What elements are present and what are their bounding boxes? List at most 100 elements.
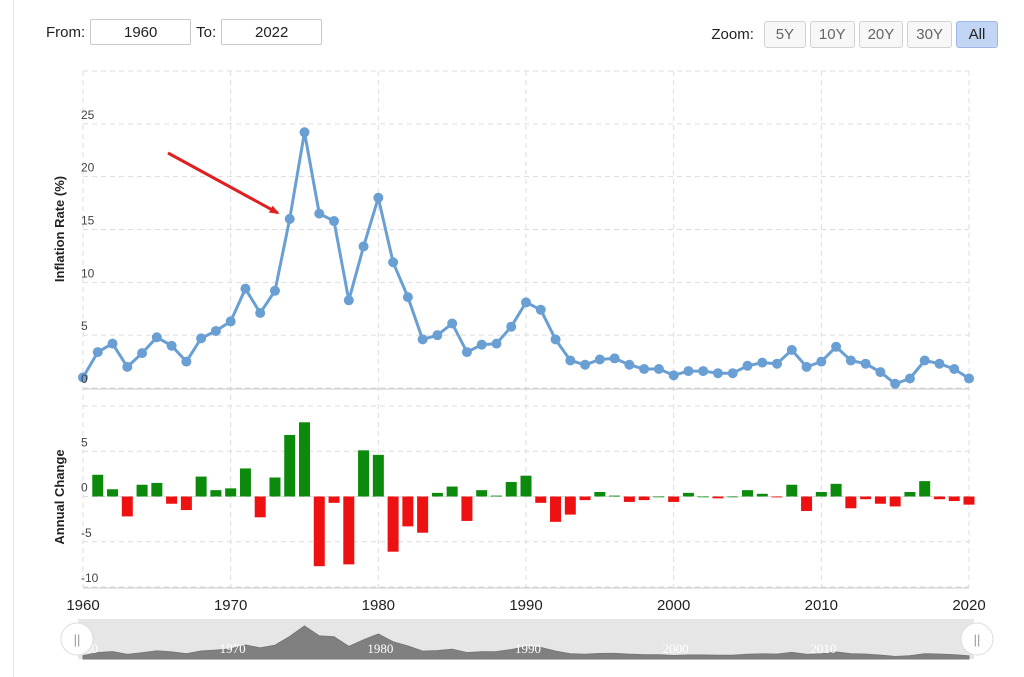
inflation-point	[712, 368, 723, 379]
inflation-point	[210, 325, 221, 336]
inflation-point	[137, 348, 148, 359]
annual-change-bar	[446, 486, 458, 497]
inflation-point	[727, 368, 738, 379]
inflation-point	[934, 358, 945, 369]
annual-change-bar	[874, 496, 886, 504]
annual-change-bar	[727, 496, 739, 498]
grid-layer	[82, 70, 970, 589]
annual-change-bar	[786, 484, 798, 497]
annual-change-bar	[136, 484, 148, 497]
annual-change-bar	[668, 496, 680, 502]
annual-change-bar	[284, 434, 296, 497]
y-tick-label: 5	[81, 435, 88, 449]
y-tick-label: 10	[81, 266, 95, 280]
handle-circle	[60, 622, 94, 656]
inflation-point	[461, 347, 472, 358]
inflation-point	[196, 333, 207, 344]
inflation-point	[816, 356, 827, 367]
annual-change-bar	[801, 496, 813, 511]
navigator-year-label: 1990	[515, 641, 541, 656]
inflation-point	[698, 366, 709, 377]
annual-change-bar	[417, 496, 429, 533]
annual-change-bar	[948, 496, 960, 502]
navigator-right-handle[interactable]: ||	[960, 622, 994, 656]
y-tick-label: 25	[81, 108, 95, 122]
handle-grip-icon: ||	[974, 632, 981, 647]
annual-change-bar	[653, 496, 665, 498]
to-label: To:	[196, 23, 217, 41]
annual-change-bar	[372, 454, 384, 497]
inflation-point	[92, 347, 103, 358]
inflation-point	[949, 363, 960, 374]
annual-change-bar	[225, 488, 237, 497]
inflation-point	[151, 332, 162, 343]
inflation-point	[78, 372, 88, 383]
inflation-point	[624, 359, 635, 370]
x-tick-label: 1960	[66, 597, 99, 614]
annual-change-bar	[889, 496, 901, 507]
zoom-30y-button[interactable]: 30Y	[907, 21, 952, 48]
annual-change-bar	[860, 496, 872, 500]
annual-change-bar	[963, 496, 975, 505]
annual-change-bar	[845, 496, 857, 509]
navigator-year-label: 1970	[220, 641, 246, 656]
inflation-point	[447, 318, 458, 329]
inflation-point	[269, 285, 280, 296]
annual-change-bar	[815, 491, 827, 497]
inflation-point	[535, 304, 546, 315]
inflation-point	[668, 370, 679, 381]
handle-grip-icon: ||	[74, 632, 81, 647]
inflation-point	[875, 367, 886, 378]
inflation-point	[904, 373, 915, 384]
navigator-year-label: 1980	[367, 641, 393, 656]
annual-change-bar	[638, 496, 650, 501]
inflation-point	[255, 307, 266, 318]
annual-change-bar	[402, 496, 414, 527]
navigator-left-handle[interactable]: ||	[60, 622, 94, 656]
y-tick-label: 0	[81, 372, 88, 386]
x-tick-label: 2020	[952, 597, 985, 614]
annual-change-bar	[609, 495, 621, 497]
navigator-year-label: 2010	[810, 641, 836, 656]
annual-change-bar	[564, 496, 576, 515]
annual-change-bar	[107, 489, 119, 497]
navigator-year-label: 2000	[663, 641, 689, 656]
annual-change-bar	[461, 496, 473, 521]
y-tick-label: -10	[81, 571, 99, 585]
annual-change-bar	[535, 496, 547, 503]
inflation-point	[964, 373, 974, 384]
annual-change-bar	[343, 496, 355, 565]
zoom-10y-button[interactable]: 10Y	[809, 21, 855, 48]
inflation-point	[757, 357, 768, 368]
from-date-input[interactable]	[90, 19, 192, 45]
annual-change-bar	[180, 496, 192, 511]
zoom-all-button[interactable]: All	[956, 21, 998, 48]
zoom-20y-button[interactable]: 20Y	[858, 21, 904, 48]
annotation-arrow	[167, 151, 280, 215]
inflation-point	[314, 208, 325, 219]
inflation-point	[299, 127, 310, 138]
annual-change-bar	[712, 496, 724, 499]
annual-change-bar	[328, 496, 340, 503]
zoom-5y-button[interactable]: 5Y	[763, 21, 806, 48]
inflation-point	[388, 257, 399, 268]
inflation-point	[166, 340, 177, 351]
y-tick-label: 15	[81, 214, 95, 228]
annual-change-bar	[623, 496, 635, 502]
inflation-point	[329, 216, 340, 227]
inflation-point	[801, 361, 812, 372]
inflation-point	[772, 358, 783, 369]
annotation-layer	[167, 151, 280, 215]
to-date-input[interactable]	[221, 19, 323, 45]
inflation-point	[683, 366, 694, 377]
x-tick-label: 1970	[214, 597, 247, 614]
inflation-point	[550, 334, 561, 345]
inflation-point	[860, 358, 871, 369]
annual-change-bar	[933, 496, 945, 500]
x-tick-label: 1980	[362, 597, 395, 614]
annual-change-bar	[121, 496, 133, 517]
inflation-point	[358, 241, 369, 252]
annual-change-bar	[239, 468, 251, 497]
